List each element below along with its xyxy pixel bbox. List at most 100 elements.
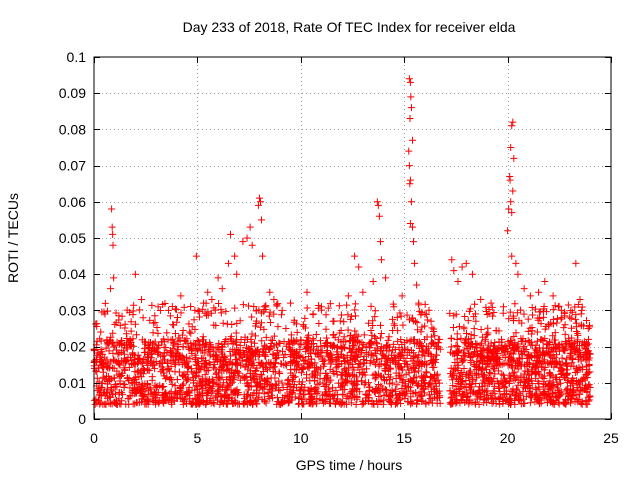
data-point [498, 370, 506, 378]
data-point [238, 357, 246, 365]
data-point [210, 321, 218, 329]
data-point [419, 348, 427, 356]
data-point [266, 288, 274, 296]
data-point [335, 360, 343, 368]
data-point [118, 388, 126, 396]
data-point [467, 367, 475, 375]
data-point [520, 383, 528, 391]
data-point [262, 377, 270, 385]
data-point [222, 307, 230, 315]
data-point [448, 399, 456, 407]
data-point [255, 194, 263, 202]
data-point [153, 394, 161, 402]
data-point [563, 378, 571, 386]
data-point [478, 353, 486, 361]
data-point [247, 376, 255, 384]
data-point [295, 340, 303, 348]
data-point [170, 339, 178, 347]
grid-lines [94, 57, 611, 419]
data-point [561, 374, 569, 382]
data-point [192, 252, 200, 260]
data-point [471, 300, 479, 308]
data-point [386, 375, 394, 383]
data-point [453, 398, 461, 406]
data-point [219, 353, 227, 361]
data-point [276, 370, 284, 378]
data-point [185, 320, 193, 328]
data-point [360, 368, 368, 376]
data-point [267, 318, 275, 326]
data-point [458, 354, 466, 362]
data-point [390, 303, 398, 311]
data-point [552, 392, 560, 400]
data-point [234, 389, 242, 397]
data-point [212, 393, 220, 401]
data-point [528, 394, 536, 402]
data-point [330, 342, 338, 350]
data-point [508, 122, 516, 130]
data-point [271, 359, 279, 367]
data-point [272, 355, 280, 363]
data-point [508, 252, 516, 260]
data-point [124, 395, 132, 403]
data-point [336, 383, 344, 391]
data-point [163, 329, 171, 337]
x-tick-label: 20 [500, 430, 516, 446]
data-point [98, 358, 106, 366]
data-point [252, 320, 260, 328]
data-point [149, 395, 157, 403]
data-point [291, 373, 299, 381]
data-point [495, 356, 503, 364]
data-point [259, 384, 267, 392]
data-point [160, 335, 168, 343]
data-point [407, 93, 415, 101]
data-point [323, 374, 331, 382]
data-point [549, 306, 557, 314]
data-point [320, 342, 328, 350]
data-point [275, 339, 283, 347]
data-point [415, 362, 423, 370]
data-point [429, 363, 437, 371]
data-point [318, 347, 326, 355]
data-point [160, 369, 168, 377]
data-point [526, 399, 534, 407]
data-point [384, 355, 392, 363]
data-point [377, 256, 385, 264]
x-tick-label: 15 [396, 430, 412, 446]
data-point [201, 349, 209, 357]
data-point [352, 401, 360, 409]
data-point [136, 306, 144, 314]
data-point [270, 332, 278, 340]
data-point [374, 380, 382, 388]
data-point [469, 353, 477, 361]
data-point [226, 230, 234, 238]
data-point [397, 336, 405, 344]
data-point [490, 309, 498, 317]
data-point [194, 390, 202, 398]
data-point [553, 360, 561, 368]
data-point [129, 307, 137, 315]
data-point [166, 347, 174, 355]
data-point [446, 370, 454, 378]
data-point [189, 373, 197, 381]
data-point [584, 369, 592, 377]
data-point [495, 394, 503, 402]
y-tick-label: 0 [78, 411, 86, 427]
data-point [326, 365, 334, 373]
data-point [287, 336, 295, 344]
data-point [269, 351, 277, 359]
data-point [256, 323, 264, 331]
data-point [121, 320, 129, 328]
data-point [566, 399, 574, 407]
data-point [115, 357, 123, 365]
data-point [260, 390, 268, 398]
data-point [167, 376, 175, 384]
data-point [127, 327, 135, 335]
data-point [117, 349, 125, 357]
data-point [524, 337, 532, 345]
data-point [558, 314, 566, 322]
data-point [427, 333, 435, 341]
data-point [347, 332, 355, 340]
data-point [505, 371, 513, 379]
data-point [161, 299, 169, 307]
